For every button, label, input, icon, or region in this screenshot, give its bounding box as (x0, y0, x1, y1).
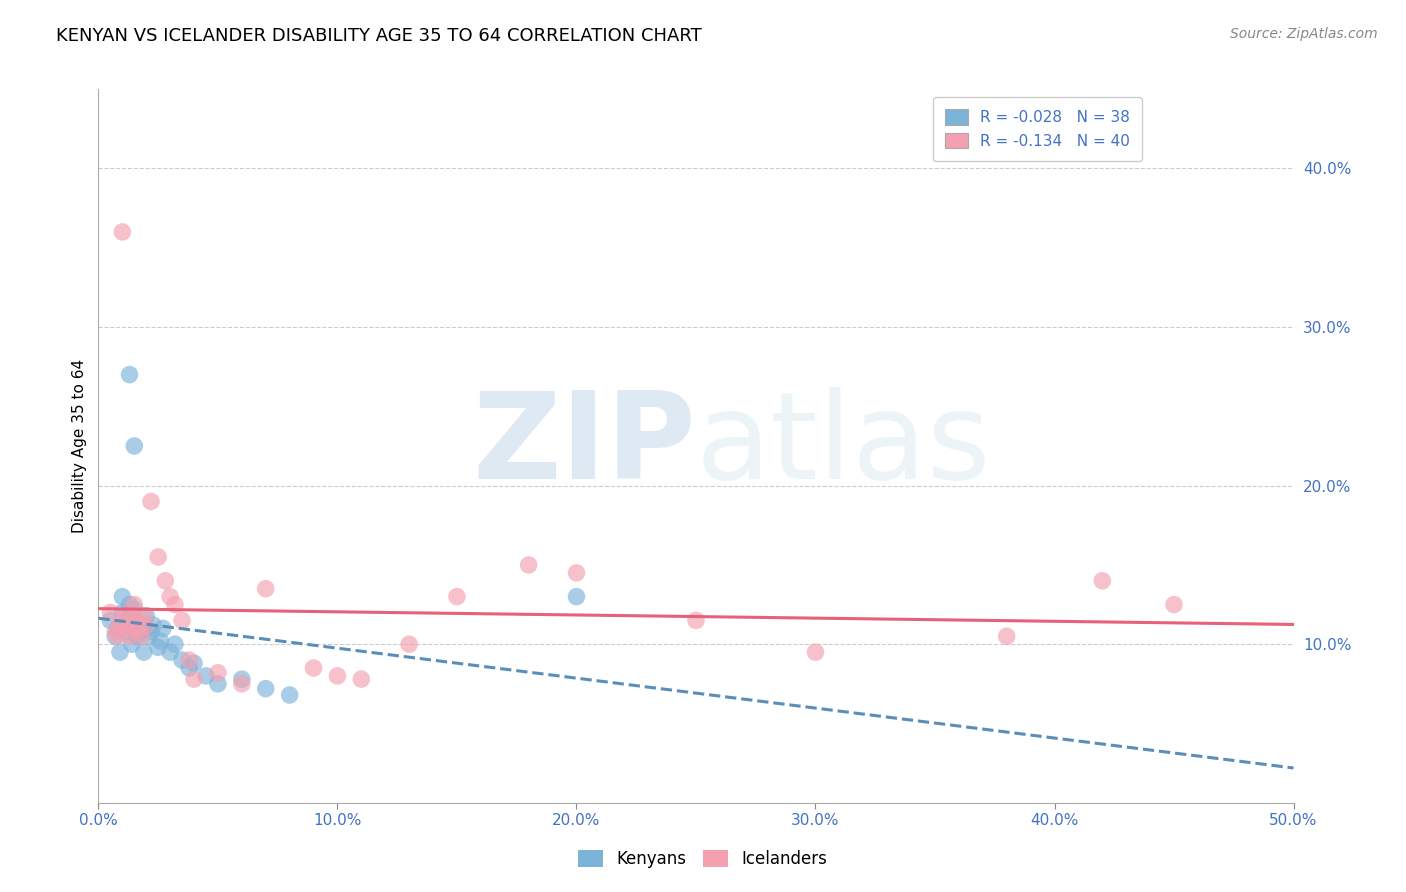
Point (124, 439, 146, 453)
Point (118, 608, 141, 623)
Point (142, 618, 165, 632)
Point (125, 629, 148, 643)
Point (149, 634, 172, 648)
Point (398, 637, 420, 651)
Point (159, 590, 181, 604)
Point (179, 661, 201, 675)
Point (1163, 598, 1185, 612)
Point (195, 669, 218, 683)
Point (139, 494, 162, 508)
Point (172, 653, 194, 667)
Point (446, 590, 468, 604)
Legend: Kenyans, Icelanders: Kenyans, Icelanders (572, 843, 834, 875)
Point (114, 624, 136, 639)
Point (114, 608, 136, 623)
Point (995, 629, 1018, 643)
Point (172, 614, 194, 628)
Point (139, 624, 162, 639)
Point (124, 598, 146, 612)
Point (111, 606, 134, 620)
Point (108, 618, 131, 632)
Y-axis label: Disability Age 35 to 64: Disability Age 35 to 64 (72, 359, 87, 533)
Point (118, 598, 141, 612)
Point (115, 618, 138, 632)
Point (104, 624, 127, 639)
Point (115, 621, 138, 635)
Point (111, 590, 134, 604)
Point (135, 621, 157, 635)
Point (111, 225, 134, 239)
Point (107, 629, 129, 643)
Point (135, 608, 157, 623)
Point (124, 614, 146, 628)
Point (128, 624, 150, 639)
Point (118, 629, 141, 643)
Point (152, 621, 174, 635)
Point (183, 672, 205, 686)
Point (124, 602, 146, 616)
Point (163, 637, 186, 651)
Point (104, 629, 127, 643)
Point (254, 582, 277, 596)
Point (121, 637, 143, 651)
Point (124, 608, 146, 623)
Legend: R = -0.028   N = 38, R = -0.134   N = 40: R = -0.028 N = 38, R = -0.134 N = 40 (934, 97, 1143, 161)
Point (183, 657, 205, 671)
Text: ZIP: ZIP (472, 387, 696, 505)
Point (98, 606, 122, 620)
Point (111, 614, 134, 628)
Point (517, 558, 540, 572)
Point (326, 669, 349, 683)
Point (131, 618, 153, 632)
Point (302, 661, 325, 675)
Point (108, 645, 131, 659)
Point (118, 368, 141, 382)
Point (131, 629, 153, 643)
Point (1091, 574, 1114, 588)
Point (132, 608, 155, 623)
Point (138, 629, 160, 643)
Point (207, 665, 229, 680)
Point (685, 614, 707, 628)
Point (128, 618, 150, 632)
Point (179, 653, 201, 667)
Point (254, 681, 277, 696)
Point (132, 645, 155, 659)
Point (121, 614, 143, 628)
Point (125, 624, 148, 639)
Point (135, 618, 157, 632)
Point (148, 549, 170, 564)
Point (163, 598, 186, 612)
Point (107, 621, 129, 635)
Point (804, 645, 827, 659)
Point (565, 590, 588, 604)
Point (207, 677, 229, 691)
Point (148, 640, 170, 655)
Point (155, 574, 177, 588)
Point (98, 614, 122, 628)
Point (565, 566, 588, 580)
Text: atlas: atlas (696, 387, 991, 505)
Point (159, 645, 181, 659)
Point (231, 677, 253, 691)
Point (231, 672, 253, 686)
Point (278, 688, 301, 702)
Point (350, 672, 373, 686)
Text: Source: ZipAtlas.com: Source: ZipAtlas.com (1230, 27, 1378, 41)
Text: KENYAN VS ICELANDER DISABILITY AGE 35 TO 64 CORRELATION CHART: KENYAN VS ICELANDER DISABILITY AGE 35 TO… (56, 27, 702, 45)
